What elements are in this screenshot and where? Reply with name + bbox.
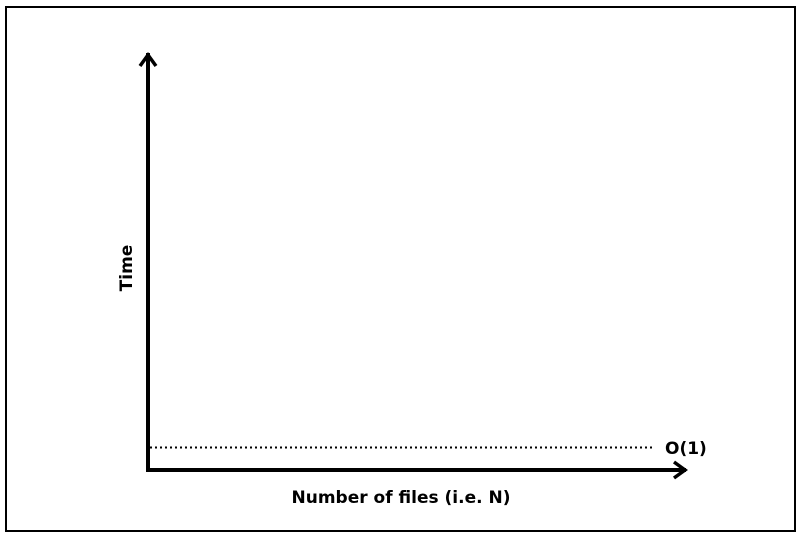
series-label-o1: O(1) [665, 439, 707, 459]
chart-frame [5, 6, 796, 532]
y-axis-label: Time [117, 245, 137, 292]
x-axis-arrowhead [672, 460, 688, 480]
y-axis-arrowhead [138, 52, 158, 68]
x-axis-label: Number of files (i.e. N) [292, 488, 511, 508]
